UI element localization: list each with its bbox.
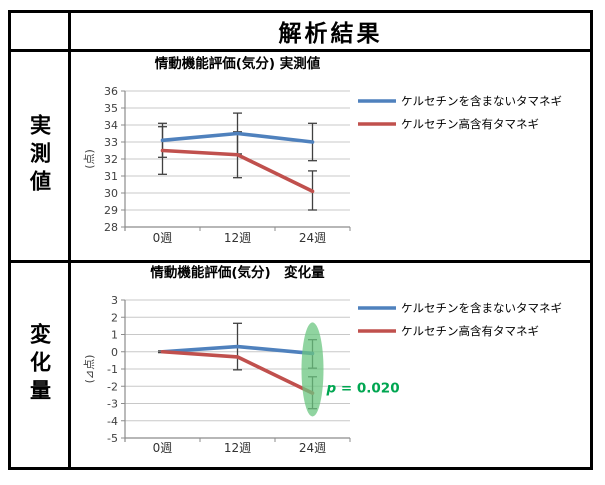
legend-label: ケルセチンを含まないタマネギ	[401, 301, 562, 315]
y-tick-label: -4	[107, 415, 118, 428]
y-tick-label: 28	[104, 221, 118, 234]
page-title: 解析結果	[278, 21, 383, 47]
series-line	[160, 349, 315, 395]
chart-title: 情動機能評価(気分) 変化量	[150, 264, 325, 281]
p-value-annotation: p = 0.020	[326, 380, 400, 396]
analysis-results-table: 解析結果 実測値 28 29 30 31 32 33 34 35 36 0週 12週 24週 情動機能評…	[8, 10, 593, 470]
x-category-label: 24週	[299, 441, 326, 455]
y-tick-label: 3	[111, 294, 118, 307]
y-tick-label: 1	[111, 329, 118, 342]
series-line	[160, 344, 315, 356]
y-tick-label: 36	[104, 85, 118, 98]
row-label-measured-values: 実測値	[11, 52, 68, 260]
y-tick-label: 29	[104, 204, 118, 217]
legend-label: ケルセチン高含有タマネギ	[401, 324, 539, 338]
legend-label: ケルセチン高含有タマネギ	[401, 117, 539, 131]
y-tick-label: 33	[104, 136, 118, 149]
y-tick-label: -3	[107, 398, 118, 411]
x-category-label: 24週	[299, 231, 326, 245]
y-tick-label: -5	[107, 432, 118, 445]
x-category-label: 12週	[224, 441, 251, 455]
change-amount-chart-cell: -5 -4 -3 -2 -1 0 1 2 3 0週 12週 24週 情動機能評価(気分) 変化量 (⊿点)…	[71, 263, 590, 467]
chart-title: 情動機能評価(気分) 実測値	[155, 55, 321, 72]
row-label-change-amount-text: 変化量	[27, 323, 52, 407]
legend-label: ケルセチンを含まないタマネギ	[401, 94, 562, 108]
y-tick-label: -2	[107, 380, 118, 393]
x-category-label: 12週	[224, 231, 251, 245]
row-label-measured-values-text: 実測値	[27, 114, 52, 198]
y-tick-label: -1	[107, 363, 118, 376]
series-line	[160, 131, 315, 144]
corner-cell	[11, 13, 68, 49]
y-tick-label: 34	[104, 119, 118, 132]
y-tick-label: 32	[104, 153, 118, 166]
measured-values-chart-cell: 28 29 30 31 32 33 34 35 36 0週 12週 24週 情動機能評価(気分) 実測値…	[71, 52, 590, 260]
significance-highlight-ellipse	[301, 322, 324, 417]
header-cell: 解析結果	[71, 13, 590, 49]
y-tick-label: 0	[111, 346, 118, 359]
y-axis-title: (点)	[83, 149, 96, 169]
row-label-change-amount: 変化量	[11, 263, 68, 467]
y-tick-label: 35	[104, 102, 118, 115]
y-axis-title: (⊿点)	[83, 355, 96, 384]
x-category-label: 0週	[153, 441, 173, 455]
change-amount-chart: -5 -4 -3 -2 -1 0 1 2 3 0週 12週 24週 情動機能評価(気分) 変化量 (⊿点)…	[83, 264, 562, 455]
y-tick-label: 2	[111, 311, 118, 324]
x-category-label: 0週	[153, 231, 173, 245]
y-tick-label: 30	[104, 187, 118, 200]
measured-values-chart: 28 29 30 31 32 33 34 35 36 0週 12週 24週 情動機能評価(気分) 実測値…	[83, 55, 562, 245]
series-line	[160, 148, 315, 194]
y-tick-label: 31	[104, 170, 118, 183]
